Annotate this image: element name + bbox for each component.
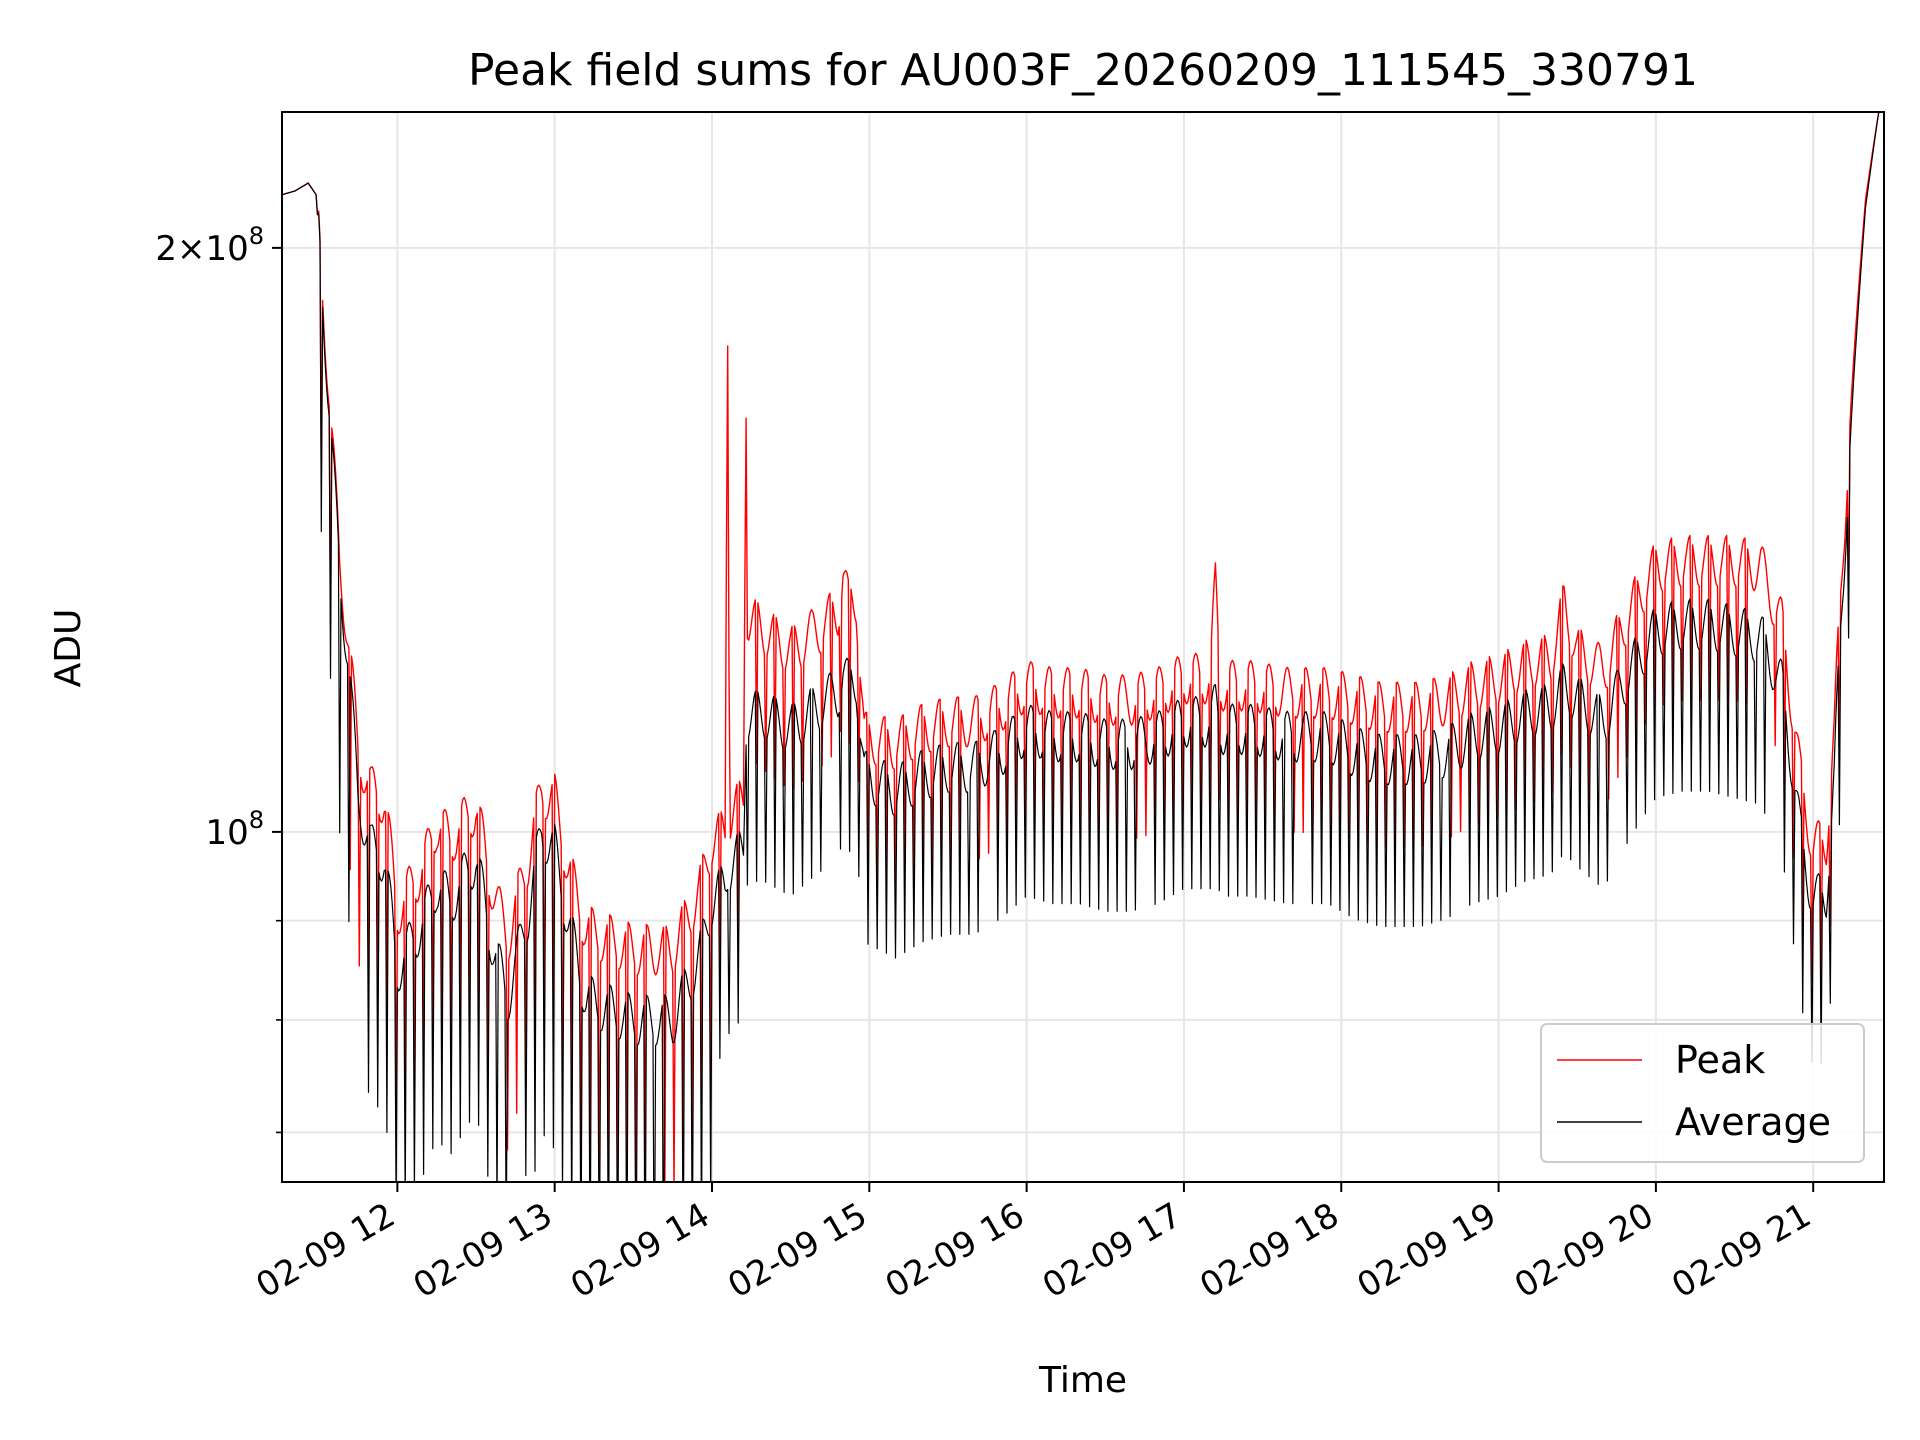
legend-label-peak: Peak (1675, 1038, 1765, 1082)
grid (282, 112, 1884, 1182)
y-tick-label: 2×108 (155, 222, 264, 269)
y-axis-label: ADU (48, 609, 89, 688)
plot-area (282, 112, 1880, 1182)
y-tick-label: 108 (205, 806, 264, 853)
series-average (282, 112, 1880, 1182)
chart-title: Peak field sums for AU003F_20260209_1115… (468, 45, 1698, 96)
y-axis: 108 2×108 (155, 222, 282, 1134)
legend: Peak Average (1540, 1023, 1865, 1163)
legend-label-average: Average (1675, 1100, 1831, 1144)
plot-frame (281, 111, 1885, 1183)
legend-box (1540, 1023, 1865, 1163)
x-axis-label: Time (1038, 1360, 1127, 1401)
